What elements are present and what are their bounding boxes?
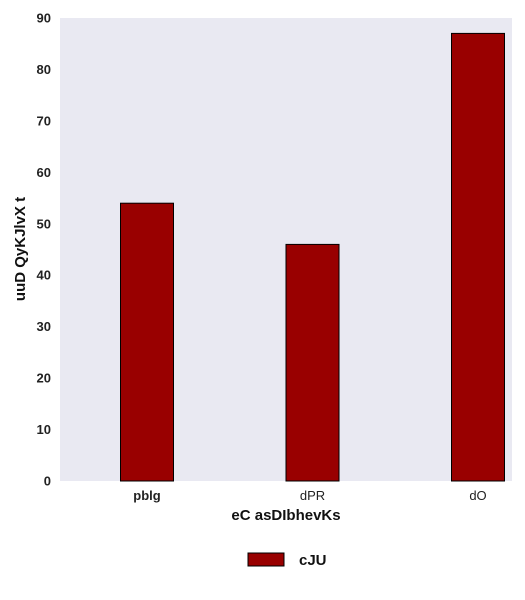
y-tick-label: 10 xyxy=(37,422,51,437)
legend-label: cJU xyxy=(299,552,327,569)
legend-swatch xyxy=(247,552,285,567)
y-tick-label: 30 xyxy=(37,319,51,334)
legend: cJU xyxy=(247,552,327,569)
y-ticks: 0 10 20 30 40 50 60 70 80 90 xyxy=(37,11,51,489)
y-tick-label: 0 xyxy=(44,474,51,489)
bar xyxy=(285,243,340,482)
x-ticks: pblg dPR dO xyxy=(133,488,486,503)
y-axis-title: uuD QyKJlvX t xyxy=(12,197,29,301)
x-tick-label: dPR xyxy=(300,488,325,503)
y-tick-label: 90 xyxy=(37,11,51,26)
x-axis-title: eC asDIbhevKs xyxy=(231,507,340,524)
x-tick-label: dO xyxy=(469,488,486,503)
y-tick-label: 60 xyxy=(37,165,51,180)
x-tick-label: pblg xyxy=(133,488,160,503)
bars-layer xyxy=(120,32,505,482)
y-tick-label: 70 xyxy=(37,113,51,128)
y-tick-label: 20 xyxy=(37,371,51,386)
y-tick-label: 50 xyxy=(37,216,51,231)
y-tick-label: 80 xyxy=(37,62,51,77)
bar xyxy=(451,32,505,482)
y-tick-label: 40 xyxy=(37,268,51,283)
bar xyxy=(120,202,174,482)
